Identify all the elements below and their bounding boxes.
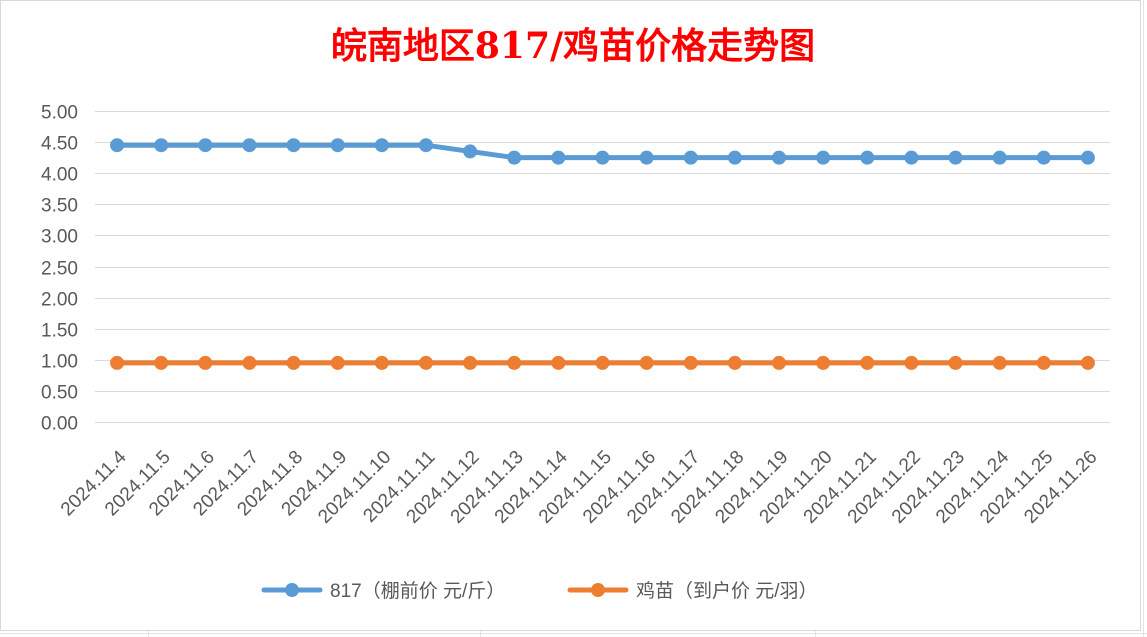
legend-marker-icon (285, 583, 299, 597)
data-point (551, 150, 566, 165)
data-point (816, 150, 831, 165)
y-tick-label: 1.00 (41, 352, 78, 373)
data-point (418, 355, 433, 370)
legend-label-chick: 鸡苗（到户价 元/羽） (636, 580, 818, 602)
legend-label-817: 817（棚前价 元/斤） (330, 580, 505, 602)
data-point (904, 150, 919, 165)
series-1 (110, 355, 1095, 370)
data-point (860, 150, 875, 165)
data-point (374, 355, 389, 370)
legend-marker-icon (591, 583, 605, 597)
y-axis-tick-labels: 0.00 0.50 1.00 1.50 2.00 2.50 3.00 3.50 4.00 4.50… (41, 103, 78, 435)
chart-title: 皖南地区817/鸡苗价格走势图 (331, 25, 815, 67)
legend: 817（棚前价 元/斤） 鸡苗（到户价 元/羽） (261, 580, 818, 602)
data-point (683, 150, 698, 165)
data-point (110, 355, 125, 370)
data-point (198, 138, 213, 153)
y-tick-label: 3.50 (41, 196, 78, 217)
data-point (816, 355, 831, 370)
data-point (551, 355, 566, 370)
y-tick-label: 5.00 (41, 103, 78, 124)
data-point (1080, 355, 1095, 370)
data-point (904, 355, 919, 370)
data-point (1080, 150, 1095, 165)
data-point (948, 150, 963, 165)
data-point (639, 150, 654, 165)
legend-entry-chick: 鸡苗（到户价 元/羽） (567, 580, 818, 602)
data-point (242, 355, 257, 370)
gridlines (95, 111, 1110, 423)
data-point (154, 355, 169, 370)
data-point (507, 150, 522, 165)
y-tick-label: 2.00 (41, 290, 78, 311)
data-point (1036, 355, 1051, 370)
data-point (992, 150, 1007, 165)
data-point (1036, 150, 1051, 165)
data-point (242, 138, 257, 153)
y-tick-label: 0.50 (41, 383, 78, 404)
data-point (330, 138, 345, 153)
data-point (683, 355, 698, 370)
data-point (992, 355, 1007, 370)
data-point (948, 355, 963, 370)
data-point (860, 355, 875, 370)
data-point (286, 138, 301, 153)
series-0 (110, 138, 1095, 165)
data-point (639, 355, 654, 370)
data-point (727, 355, 742, 370)
data-point (110, 138, 125, 153)
data-point (507, 355, 522, 370)
data-point (418, 138, 433, 153)
data-point (154, 138, 169, 153)
data-point (374, 138, 389, 153)
data-point (727, 150, 742, 165)
y-tick-label: 1.50 (41, 321, 78, 342)
y-tick-label: 0.00 (41, 414, 78, 435)
data-point (463, 144, 478, 159)
data-point (772, 355, 787, 370)
y-tick-label: 3.00 (41, 227, 78, 248)
data-point (286, 355, 301, 370)
data-point (595, 150, 610, 165)
data-point (198, 355, 213, 370)
data-point (772, 150, 787, 165)
data-point (330, 355, 345, 370)
y-tick-label: 4.00 (41, 165, 78, 186)
data-point (463, 355, 478, 370)
data-point (595, 355, 610, 370)
y-tick-label: 2.50 (41, 259, 78, 280)
legend-entry-817: 817（棚前价 元/斤） (261, 580, 505, 602)
y-tick-label: 4.50 (41, 134, 78, 155)
series-group (110, 138, 1095, 370)
